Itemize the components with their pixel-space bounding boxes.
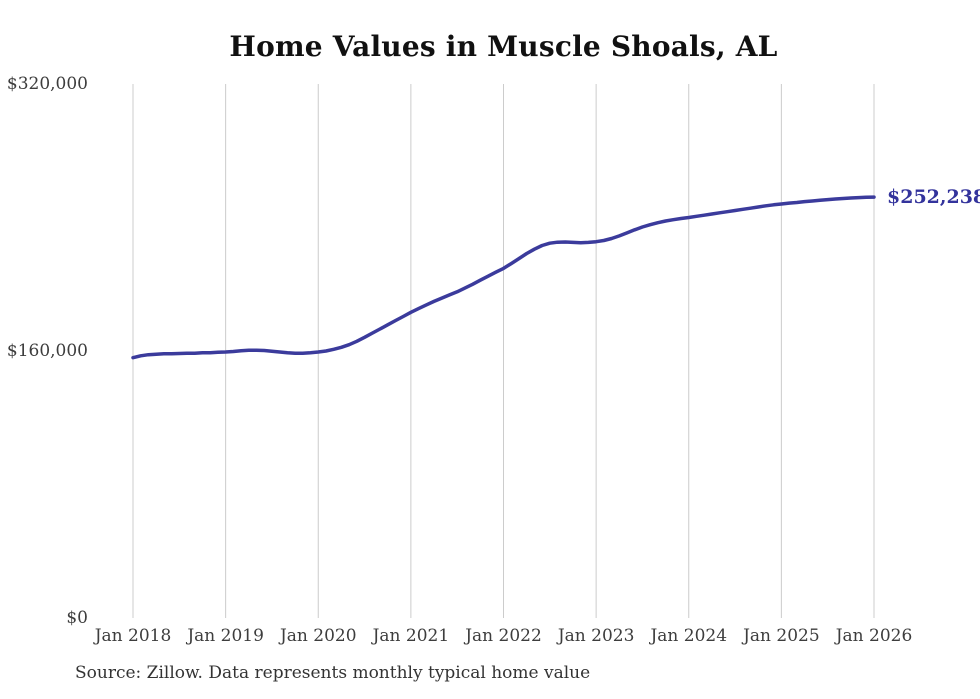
x-tick-label: Jan 2024 [650,626,728,646]
last-value-label: $252,238 [887,186,980,209]
x-tick-label: Jan 2025 [743,626,820,646]
x-tick-label: Jan 2022 [465,626,542,646]
x-tick-label: Jan 2019 [187,626,264,646]
x-tick-label: Jan 2018 [94,626,172,646]
chart-title: Home Values in Muscle Shoals, AL [229,30,778,63]
x-tick-label: Jan 2020 [279,626,357,646]
y-tick-label: $320,000 [6,74,88,94]
home-value-line [131,195,876,360]
y-tick-label: $0 [66,608,88,628]
x-tick-label: Jan 2026 [835,626,913,646]
source-note: Source: Zillow. Data represents monthly … [75,663,591,683]
y-tick-label: $160,000 [6,341,88,361]
x-tick-label: Jan 2021 [372,626,450,646]
x-tick-label: Jan 2023 [557,626,635,646]
